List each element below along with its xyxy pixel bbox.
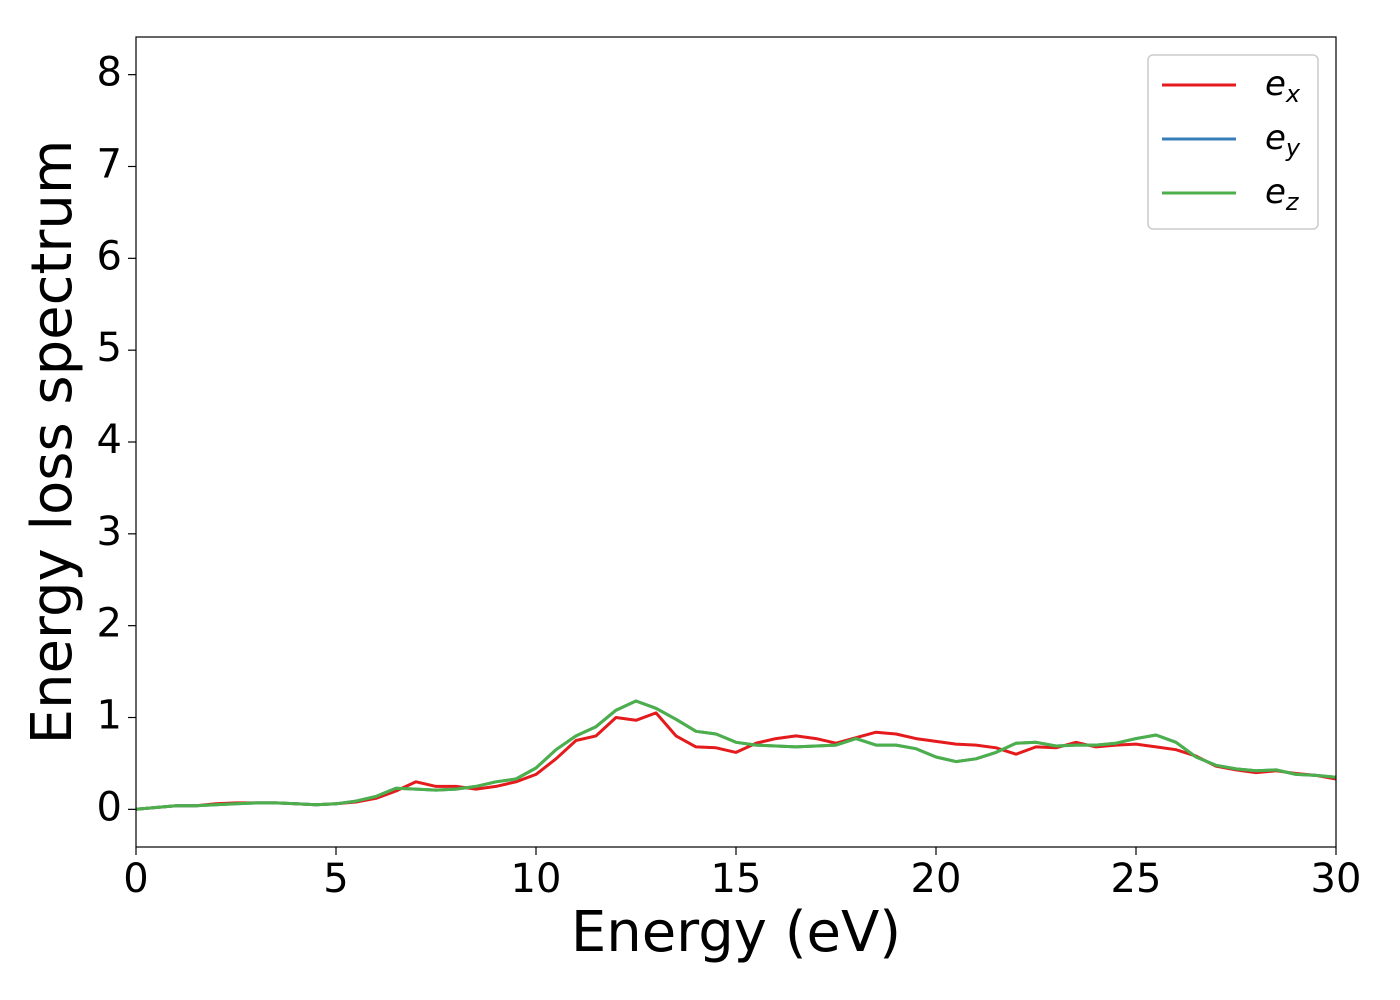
- series-line: [135, 699, 1337, 811]
- y-tick-label: 2: [97, 601, 122, 647]
- x-tick-label: 5: [323, 856, 348, 902]
- x-tick-label: 25: [1111, 856, 1162, 902]
- x-tick-label: 30: [1311, 856, 1362, 902]
- y-tick-label: 1: [97, 693, 122, 739]
- legend-label-sub: y: [1285, 134, 1301, 162]
- legend-label-main: e: [1265, 64, 1286, 104]
- legend-label: ey: [1265, 118, 1301, 163]
- y-tick-label: 0: [97, 784, 122, 830]
- y-tick-label: 6: [97, 233, 122, 279]
- legend-label-main: e: [1265, 172, 1286, 212]
- plot-frame: [135, 36, 1337, 848]
- x-tick-label: 20: [911, 856, 962, 902]
- y-tick-label: 4: [97, 417, 122, 463]
- x-axis-label: Energy (eV): [571, 900, 901, 965]
- y-tick-label: 3: [97, 509, 122, 555]
- y-tick-label: 7: [97, 141, 122, 187]
- legend-label: ez: [1265, 172, 1300, 217]
- x-tick-label: 0: [123, 856, 148, 902]
- x-tick-label: 15: [711, 856, 762, 902]
- series-line: [135, 711, 1337, 811]
- legend-box: [1147, 54, 1319, 230]
- series-line: [135, 699, 1337, 811]
- y-axis-label: Energy loss spectrum: [20, 140, 85, 745]
- legend-label-sub: z: [1285, 188, 1300, 216]
- legend-label: ex: [1265, 64, 1301, 109]
- legend-label-sub: x: [1285, 80, 1301, 108]
- y-tick-label: 8: [97, 50, 122, 96]
- y-tick-label: 5: [97, 325, 122, 371]
- legend-label-main: e: [1265, 118, 1286, 158]
- x-tick-label: 10: [511, 856, 562, 902]
